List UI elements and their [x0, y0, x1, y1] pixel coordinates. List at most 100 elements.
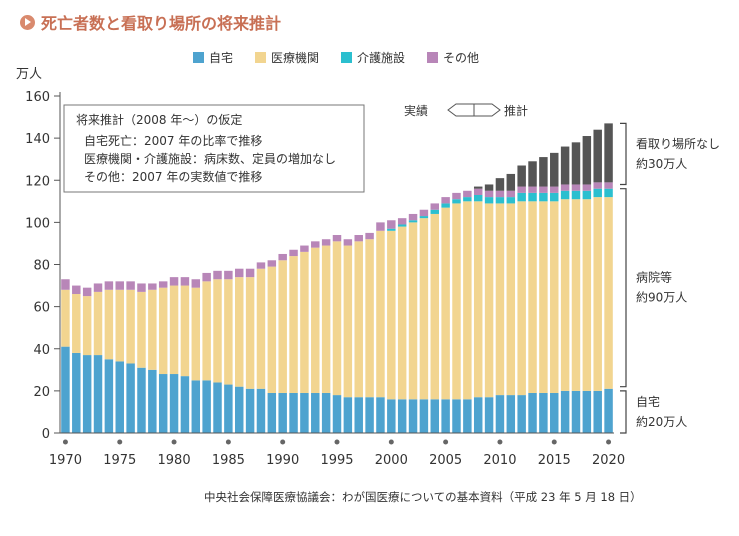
bar-segment	[593, 129, 602, 183]
bar-segment	[463, 201, 472, 400]
x-tick-label: 1985	[212, 453, 245, 468]
bar-segment	[365, 239, 374, 398]
bar-segment	[550, 152, 559, 187]
bar-segment	[93, 291, 103, 356]
bar-segment	[452, 199, 461, 204]
bar-segment	[376, 222, 385, 231]
bar-segment	[354, 241, 363, 398]
bar-segment	[539, 201, 548, 393]
bar-segment	[484, 197, 494, 204]
range-bracket	[620, 122, 627, 186]
bar-segment	[321, 392, 331, 433]
bar-segment	[115, 289, 124, 362]
bar-segment	[430, 203, 440, 210]
bar-segment	[321, 239, 331, 246]
bar-segment	[430, 399, 440, 433]
bar-segment	[148, 283, 157, 290]
bar-segment	[571, 199, 581, 391]
bar-segment	[245, 388, 255, 433]
bar-segment	[148, 369, 157, 433]
bar-segment	[137, 283, 146, 292]
bar-segment	[202, 281, 211, 381]
range-label: 約20万人	[636, 414, 687, 429]
source-note: 中央社会保障医療協議会：わが国医療についての基本資料（平成 23 年 5 月 1…	[204, 490, 642, 504]
y-tick-label: 140	[25, 132, 50, 147]
bar-segment	[387, 230, 396, 400]
bar-segment	[528, 161, 537, 187]
bar-segment	[506, 197, 516, 204]
bar-segment	[517, 201, 526, 396]
x-tick-label: 1975	[103, 453, 136, 468]
bar-segment	[202, 272, 211, 282]
bar-segment	[452, 399, 461, 433]
bar-segment	[408, 222, 418, 400]
bar-segment	[180, 376, 190, 433]
bar-segment	[180, 277, 190, 286]
x-tick-dot	[388, 439, 394, 445]
range-label: 約90万人	[636, 290, 687, 305]
bar-segment	[517, 192, 526, 202]
bar-segment	[506, 203, 516, 396]
bar-segment	[300, 251, 309, 393]
x-tick-dot	[117, 439, 123, 445]
bar-segment	[104, 281, 114, 290]
x-tick-dot	[443, 439, 449, 445]
bar-segment	[354, 397, 363, 433]
bar-segment	[517, 186, 526, 193]
bar-segment	[93, 355, 103, 433]
bar-segment	[148, 289, 157, 370]
bar-segment	[484, 184, 494, 191]
bar-segment	[604, 197, 613, 389]
y-tick-label: 160	[25, 90, 50, 105]
bar-segment	[126, 289, 135, 364]
bar-segment	[473, 397, 483, 433]
estimate-arrow-icon	[473, 103, 501, 117]
chart-title-text: 死亡者数と看取り場所の将来推計	[41, 14, 282, 33]
bar-segment	[332, 395, 342, 433]
bar-segment	[539, 157, 548, 187]
bar-segment	[430, 209, 440, 214]
bar-segment	[278, 392, 287, 433]
bar-segment	[256, 388, 266, 433]
bar-segment	[560, 184, 570, 191]
bar-segment	[61, 279, 70, 290]
bar-segment	[93, 283, 103, 292]
bar-segment	[137, 291, 146, 368]
bar-segment	[234, 386, 244, 433]
bar-segment	[61, 289, 70, 347]
bar-segment	[550, 192, 559, 202]
bar-segment	[245, 268, 255, 278]
bar-segment	[408, 220, 418, 223]
bar-segment	[495, 203, 505, 396]
play-circle-icon	[20, 14, 35, 30]
bar-segment	[343, 397, 353, 433]
bar-segment	[343, 245, 353, 398]
bar-segment	[582, 190, 592, 200]
bar-segment	[104, 359, 114, 433]
y-tick-label: 120	[25, 174, 50, 189]
bar-segment	[604, 123, 613, 183]
bar-segment	[582, 390, 592, 433]
bar-segment	[104, 289, 114, 360]
bar-segment	[82, 287, 92, 297]
bar-segment	[495, 190, 505, 198]
range-label: 病院等	[636, 270, 672, 285]
bar-segment	[484, 203, 494, 398]
range-bracket	[620, 188, 627, 388]
bar-segment	[571, 390, 581, 433]
bar-segment	[311, 241, 320, 248]
x-tick-dot	[334, 439, 340, 445]
bar-segment	[571, 184, 581, 191]
bar-segment	[571, 190, 581, 200]
bar-segment	[419, 399, 429, 433]
bar-segment	[582, 136, 592, 185]
bar-segment	[202, 380, 211, 433]
x-tick-dot	[497, 439, 503, 445]
bar-segment	[213, 279, 222, 383]
x-tick-dot	[606, 439, 612, 445]
bar-segment	[473, 194, 483, 202]
legend-swatch	[341, 52, 352, 63]
bar-segment	[376, 230, 385, 398]
bar-segment	[419, 218, 429, 400]
